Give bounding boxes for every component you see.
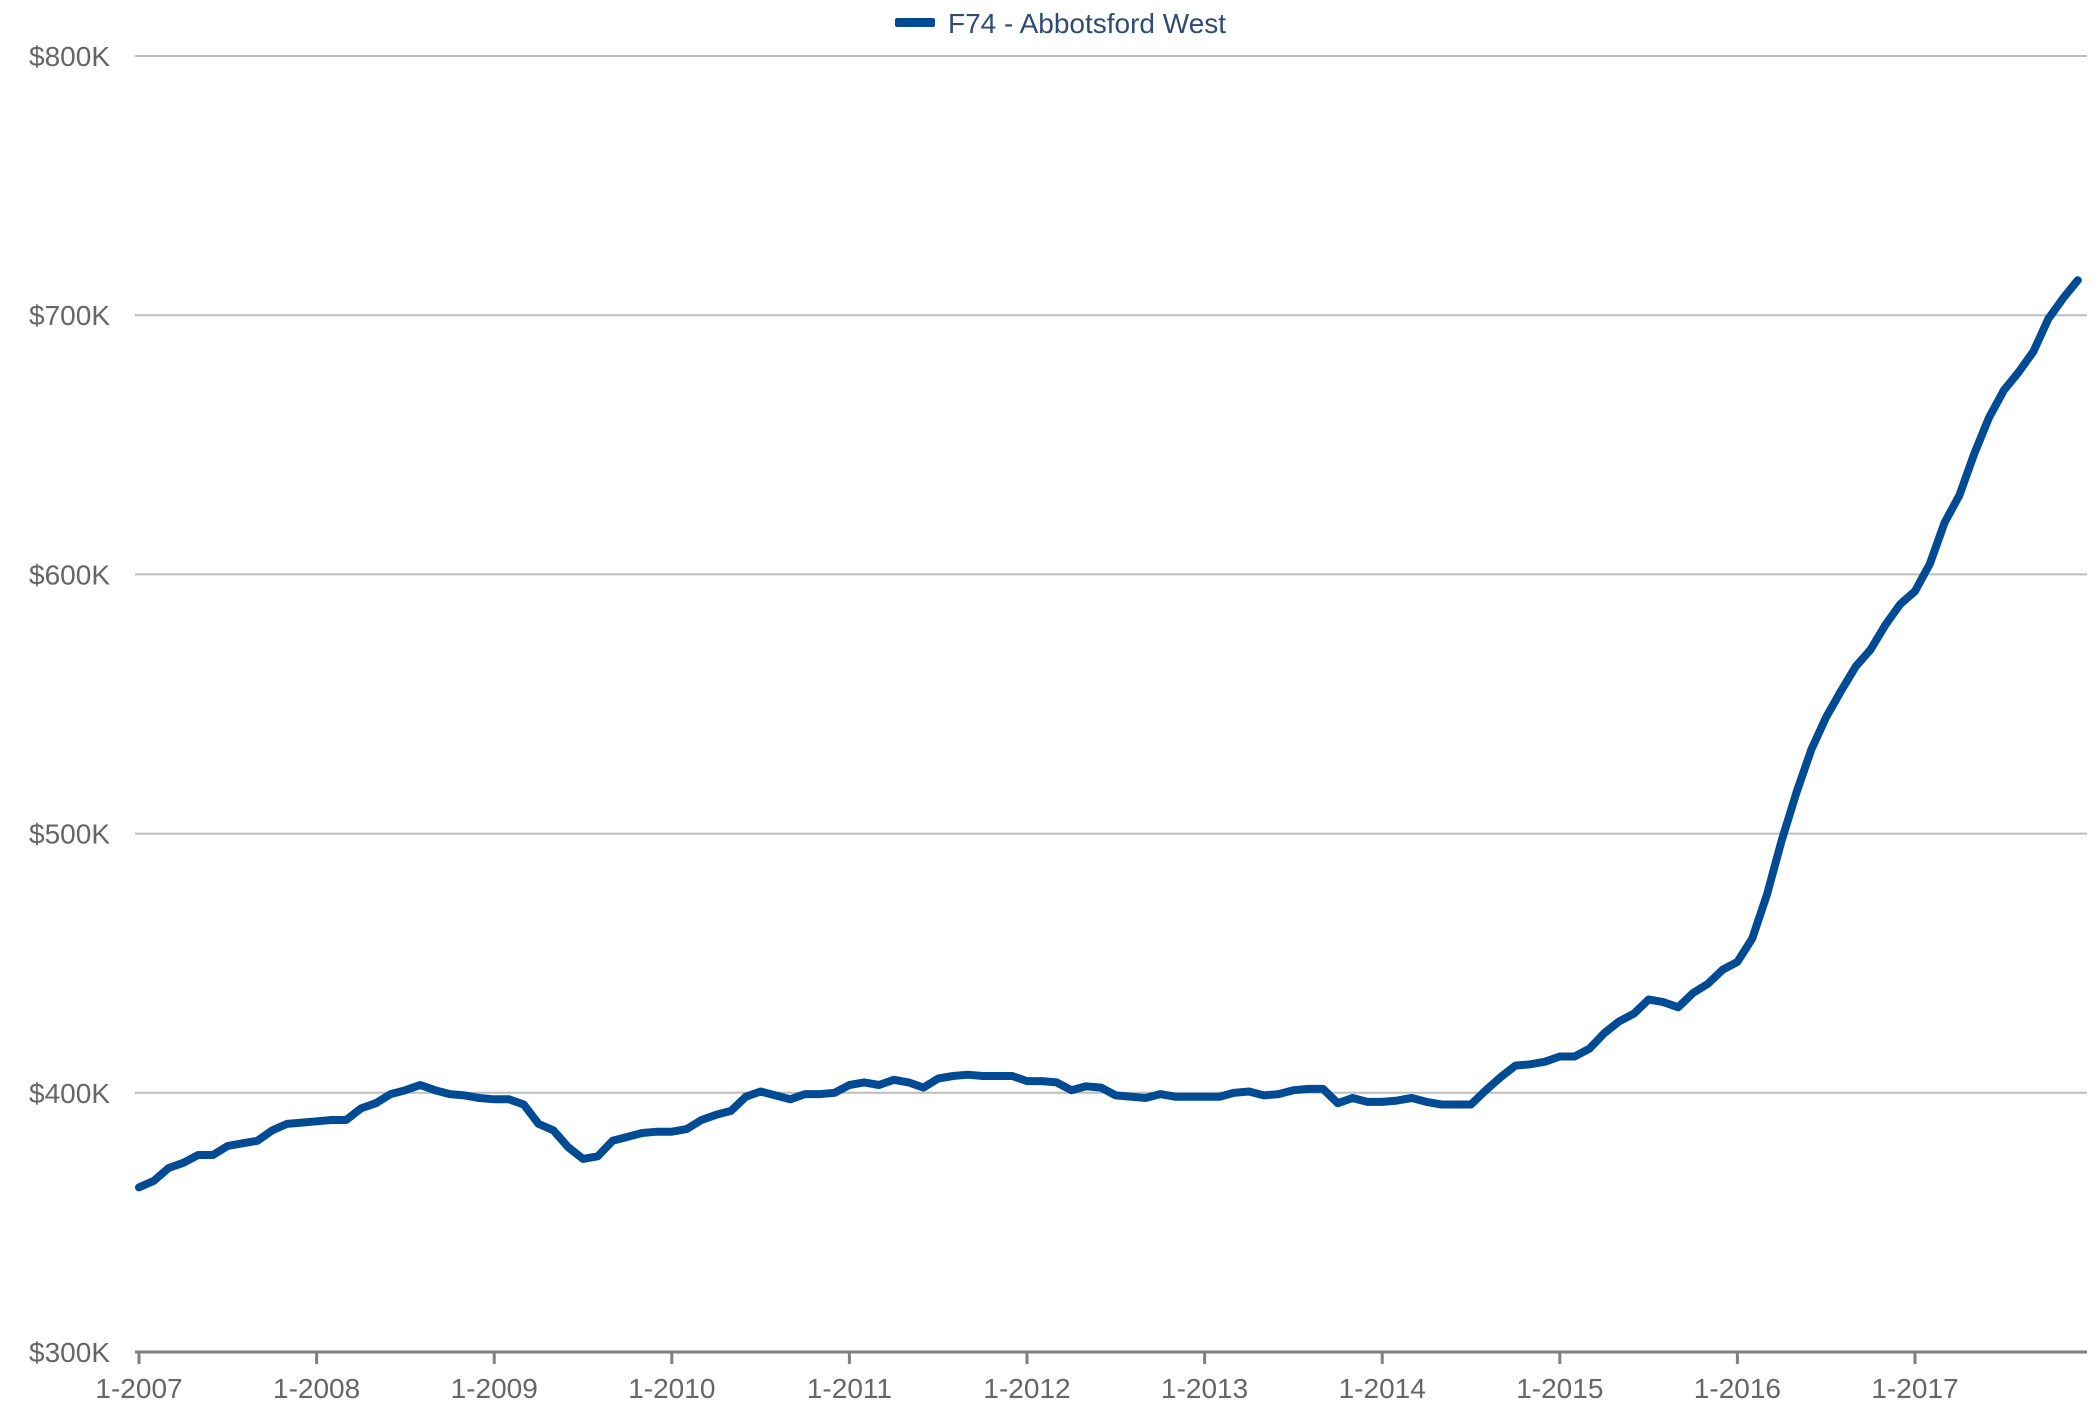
y-tick-label: $500K [29,819,110,850]
x-tick-label: 1-2012 [983,1373,1070,1404]
y-tick-label: $600K [29,559,110,590]
x-tick-label: 1-2008 [273,1373,360,1404]
legend-swatch-f74 [895,18,935,27]
x-axis-labels: 1-2007 1-2008 1-2009 1-2010 1-2011 1-2012 1-20… [95,1373,1958,1404]
gridlines [135,55,2087,1094]
y-tick-label: $700K [29,300,110,331]
y-axis-labels: $300K $400K $500K $600K $700K $800K [29,41,110,1368]
x-tick-label: 1-2011 [807,1373,892,1404]
series-line-f74 [135,276,2082,1192]
y-tick-label: $300K [29,1337,110,1368]
x-tick-label: 1-2009 [451,1373,538,1404]
x-tick-label: 1-2010 [628,1373,715,1404]
x-tick-label: 1-2013 [1161,1373,1248,1404]
y-tick-label: $400K [29,1078,110,1109]
x-tick-label: 1-2014 [1339,1373,1426,1404]
legend: F74 - Abbotsford West [895,8,1226,39]
y-tick-label: $800K [29,41,110,72]
x-tick-label: 1-2007 [95,1373,182,1404]
x-tick-label: 1-2016 [1694,1373,1781,1404]
x-tick-label: 1-2015 [1516,1373,1603,1404]
x-tick-label: 1-2017 [1871,1373,1958,1404]
x-axis-ticks [137,1352,1917,1364]
legend-label-f74: F74 - Abbotsford West [948,8,1226,39]
